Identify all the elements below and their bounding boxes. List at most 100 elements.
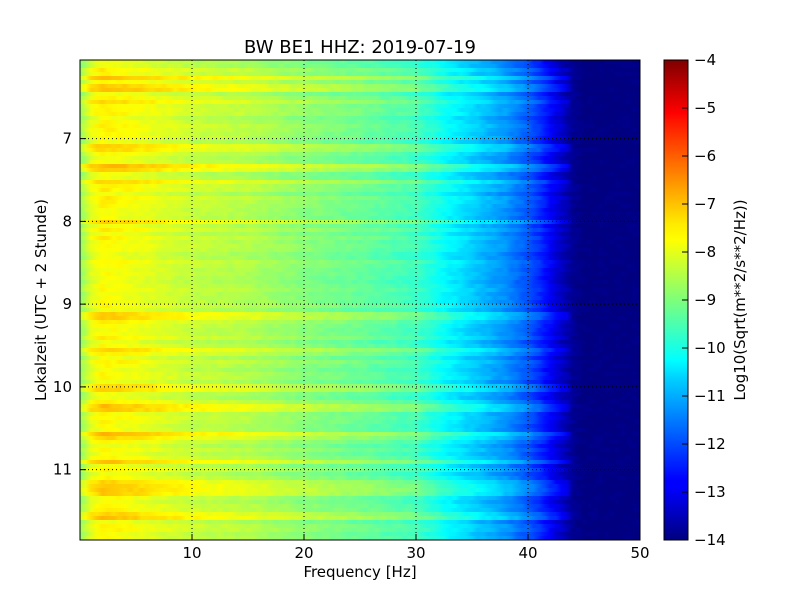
y-axis: 7 8 9 10 11 xyxy=(53,130,86,479)
colorbar-tick-label: −10 xyxy=(694,339,726,357)
heatmap-row xyxy=(80,336,640,341)
heatmap-row xyxy=(80,260,640,265)
heatmap-row xyxy=(80,288,640,293)
colorbar-tick-label: −13 xyxy=(694,483,726,501)
x-tick-label: 50 xyxy=(630,544,649,562)
heatmap-row xyxy=(80,176,640,181)
heatmap-row xyxy=(80,352,640,357)
heatmap-row xyxy=(80,244,640,249)
heatmap-row xyxy=(80,112,640,117)
heatmap-row xyxy=(80,372,640,377)
heatmap-row xyxy=(80,532,640,537)
heatmap-row xyxy=(80,108,640,113)
heatmap-row xyxy=(80,152,640,157)
heatmap-row xyxy=(80,92,640,97)
heatmap-row xyxy=(80,184,640,189)
heatmap-row xyxy=(80,240,640,245)
y-tick-label: 9 xyxy=(62,295,72,313)
heatmap-row xyxy=(80,116,640,121)
heatmap-row xyxy=(80,356,640,361)
colorbar-tick-label: −11 xyxy=(694,387,726,405)
heatmap-row xyxy=(80,488,640,493)
heatmap-row xyxy=(80,272,640,277)
x-tick-label: 20 xyxy=(294,544,313,562)
y-tick-label: 7 xyxy=(62,130,72,148)
heatmap-row xyxy=(80,164,640,169)
heatmap-row xyxy=(80,448,640,453)
heatmap-row xyxy=(80,400,640,405)
heatmap-row xyxy=(80,160,640,165)
heatmap-row xyxy=(80,320,640,325)
x-axis: 10 20 30 40 50 xyxy=(182,534,650,562)
heatmap-row xyxy=(80,536,640,541)
heatmap-row xyxy=(80,420,640,425)
heatmap-row xyxy=(80,496,640,501)
heatmap-row xyxy=(80,296,640,301)
heatmap-row xyxy=(80,460,640,465)
heatmap-row xyxy=(80,452,640,457)
heatmap-row xyxy=(80,360,640,365)
heatmap-row xyxy=(80,524,640,529)
heatmap-row xyxy=(80,168,640,173)
heatmap-row xyxy=(80,456,640,461)
colorbar-ticks: −4 −5 −6 −7 −8 −9 −10 −11 −12 −13 −14 xyxy=(682,51,726,549)
heatmap-row xyxy=(80,236,640,241)
heatmap-row xyxy=(80,516,640,521)
heatmap-row xyxy=(80,304,640,309)
heatmap-row xyxy=(80,228,640,233)
heatmap-row xyxy=(80,388,640,393)
heatmap-row xyxy=(80,436,640,441)
heatmap-row xyxy=(80,444,640,449)
heatmap-row xyxy=(80,268,640,273)
heatmap-row xyxy=(80,392,640,397)
heatmap xyxy=(80,60,640,541)
heatmap-row xyxy=(80,328,640,333)
heatmap-row xyxy=(80,332,640,337)
heatmap-row xyxy=(80,492,640,497)
heatmap-row xyxy=(80,84,640,89)
colorbar-tick-label: −14 xyxy=(694,531,726,549)
colorbar-tick-label: −12 xyxy=(694,435,726,453)
heatmap-row xyxy=(80,64,640,69)
heatmap-row xyxy=(80,180,640,185)
heatmap-row xyxy=(80,224,640,229)
heatmap-row xyxy=(80,396,640,401)
heatmap-row xyxy=(80,484,640,489)
plot-frame xyxy=(79,59,641,541)
heatmap-row xyxy=(80,368,640,373)
heatmap-row xyxy=(80,264,640,269)
x-tick-label: 40 xyxy=(518,544,537,562)
heatmap-row xyxy=(80,432,640,437)
plot-area: 10 20 30 40 50 7 8 9 10 11 xyxy=(53,59,650,562)
heatmap-row xyxy=(80,476,640,481)
x-tick-label: 10 xyxy=(182,544,201,562)
heatmap-row xyxy=(80,440,640,445)
heatmap-row xyxy=(80,68,640,73)
heatmap-row xyxy=(80,128,640,133)
heatmap-row xyxy=(80,324,640,329)
colorbar-label: Log10(Sqrt(m**2/s**2/Hz)) xyxy=(731,199,749,400)
heatmap-row xyxy=(80,76,640,81)
heatmap-row xyxy=(80,464,640,469)
heatmap-row xyxy=(80,472,640,477)
grid xyxy=(80,60,640,540)
colorbar-tick-label: −8 xyxy=(694,243,716,261)
heatmap-row xyxy=(80,124,640,129)
heatmap-row xyxy=(80,196,640,201)
heatmap-row xyxy=(80,316,640,321)
y-tick-label: 8 xyxy=(62,212,72,230)
heatmap-row xyxy=(80,468,640,473)
heatmap-row xyxy=(80,428,640,433)
heatmap-row xyxy=(80,424,640,429)
heatmap-row xyxy=(80,364,640,369)
heatmap-row xyxy=(80,520,640,525)
heatmap-row xyxy=(80,276,640,281)
heatmap-row xyxy=(80,280,640,285)
heatmap-row xyxy=(80,340,640,345)
heatmap-row xyxy=(80,216,640,221)
heatmap-row xyxy=(80,380,640,385)
heatmap-row xyxy=(80,292,640,297)
heatmap-row xyxy=(80,508,640,513)
heatmap-row xyxy=(80,60,640,65)
